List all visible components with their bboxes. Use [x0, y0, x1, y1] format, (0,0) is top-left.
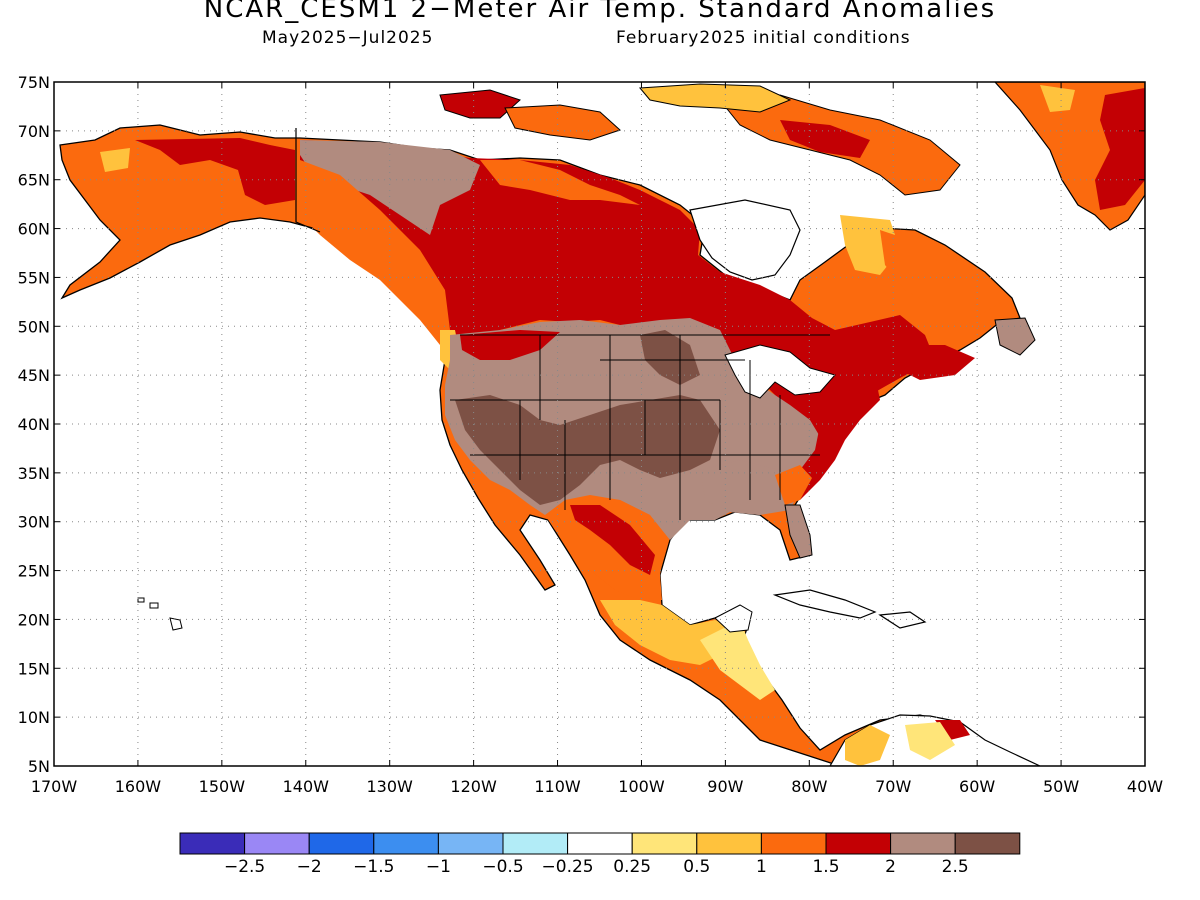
colorbar-swatch	[631, 832, 698, 855]
lat-label: 35N	[18, 464, 50, 483]
lon-label: 90W	[707, 777, 743, 796]
florida	[784, 504, 813, 559]
hispaniola	[878, 611, 927, 629]
lat-label: 70N	[18, 122, 50, 141]
lat-label: 5N	[28, 757, 50, 776]
lat-label: 25N	[18, 562, 50, 581]
ellesmere-island	[638, 83, 792, 113]
mexico-anomaly-1-5	[545, 498, 665, 600]
colorbar-swatch	[437, 832, 504, 855]
forecast-period: May2025−Jul2025	[262, 28, 434, 48]
colorbar-label: 0.5	[683, 857, 710, 877]
colorbar-swatch	[954, 832, 1021, 855]
venezuela-anomaly-2	[935, 720, 970, 740]
southeast-coast-anomaly-1-5	[775, 465, 812, 505]
hudson-bay	[689, 199, 801, 281]
baffin-anomaly-2	[780, 120, 870, 158]
map-title: NCAR_CESM1 2−Meter Air Temp. Standard An…	[203, 0, 997, 24]
lat-lon-grid	[54, 82, 1145, 766]
colorbar-label: −2.5	[224, 857, 265, 877]
colorbar-swatch	[567, 832, 633, 855]
lon-label: 150W	[199, 777, 246, 796]
lat-label: 55N	[18, 268, 50, 287]
colorbar-label: 2.5	[942, 857, 969, 877]
newfoundland	[994, 317, 1036, 356]
colorbar-swatch	[502, 832, 569, 855]
arctic-islands	[439, 89, 521, 119]
lat-label: 50N	[18, 317, 50, 336]
lon-label: 110W	[534, 777, 581, 796]
lat-label: 10N	[18, 708, 50, 727]
colorbar-swatch	[825, 832, 892, 855]
colorbar-label: −0.5	[482, 857, 523, 877]
initial-conditions: February2025 initial conditions	[616, 28, 911, 48]
northern-rockies-anomaly-2	[460, 330, 560, 360]
guiana-anomaly-1	[905, 722, 955, 760]
lat-label: 60N	[18, 220, 50, 239]
lat-label: 65N	[18, 171, 50, 190]
alaska-anomaly-2	[135, 138, 295, 205]
colorbar-swatch	[373, 832, 439, 855]
cuba	[772, 589, 877, 619]
colorbar-label: 2	[885, 857, 896, 877]
colorbar-swatch	[308, 832, 375, 855]
nunavut-anomaly-1-5	[480, 160, 640, 205]
colorbar-label: 1.5	[812, 857, 839, 877]
lat-label: 30N	[18, 513, 50, 532]
latitude-axis: 75N 70N 65N 60N 55N 50N 45N 40N 35N 30N 25N 20N 15N 1…	[18, 73, 1145, 776]
lat-label: 15N	[18, 659, 50, 678]
hawaii-islands	[137, 597, 183, 631]
colorbar-swatch	[890, 832, 956, 855]
yucatan	[714, 604, 753, 633]
lon-label: 40W	[1127, 777, 1163, 796]
colorbar-swatch	[179, 832, 246, 855]
northern-plains-anomaly-high	[640, 330, 700, 385]
lon-label: 50W	[1043, 777, 1079, 796]
lat-label: 45N	[18, 366, 50, 385]
southern-mexico-anomaly-1	[600, 600, 730, 665]
central-america-anomaly	[700, 620, 775, 700]
colorbar-label: −1	[426, 857, 451, 877]
greenland-coast-light	[1040, 85, 1075, 112]
lon-label: 170W	[31, 777, 78, 796]
alaska-anomaly-1	[100, 148, 130, 172]
state-borders	[450, 334, 830, 520]
lon-label: 80W	[791, 777, 827, 796]
mexico-anomaly-2	[570, 505, 655, 575]
arctic-islands-2	[504, 104, 621, 141]
colorbar-label: −1.5	[353, 857, 394, 877]
yukon-anomaly-2-5	[300, 140, 480, 235]
color-legend: −2.5 −2 −1.5 −1 −0.5 −0.25 0.25 0.5 1 1.5 2 2.5	[179, 832, 1021, 877]
lat-label: 20N	[18, 610, 50, 629]
lon-label: 120W	[450, 777, 497, 796]
colorbar-swatch	[760, 832, 827, 855]
longitude-axis: 170W 160W 150W 140W 130W 120W 110W 100W 90W 80W 70…	[31, 82, 1163, 796]
bc-coast-anomaly-1-5	[300, 160, 450, 345]
colorbar-swatch	[696, 832, 762, 855]
greenland-anomaly-2	[1095, 88, 1145, 210]
maritimes-anomaly	[900, 345, 975, 380]
lon-label: 100W	[618, 777, 665, 796]
colorbar-label: −2	[297, 857, 322, 877]
lon-label: 130W	[367, 777, 414, 796]
lon-label: 160W	[115, 777, 162, 796]
colorbar-label: 0.25	[613, 857, 651, 877]
lat-label: 75N	[18, 73, 50, 92]
lon-label: 60W	[959, 777, 995, 796]
colorbar-label: 1	[756, 857, 767, 877]
lat-label: 40N	[18, 415, 50, 434]
map-plot-area	[54, 82, 1145, 766]
colorbar-label: −0.25	[542, 857, 594, 877]
us-west-anomaly-high	[455, 395, 720, 505]
venezuela-anomaly-1	[845, 725, 890, 766]
colorbar-swatch	[244, 832, 310, 855]
lon-label: 140W	[283, 777, 330, 796]
labrador-anomaly-1	[880, 230, 1005, 315]
great-lakes	[724, 344, 836, 399]
lon-label: 70W	[875, 777, 911, 796]
east-coast-anomaly-2	[790, 375, 880, 500]
